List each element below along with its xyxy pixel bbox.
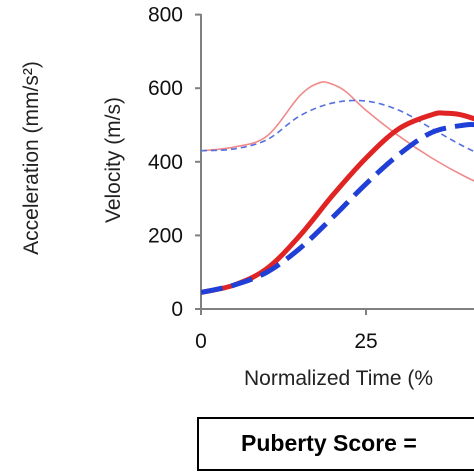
series-line-thick-red-solid	[201, 110, 474, 295]
puberty-score-label: Puberty Score =	[241, 430, 417, 456]
y-axis-ticks: 0 200 400 600 800	[148, 4, 201, 321]
x-axis-title: Normalized Time (%	[244, 367, 433, 390]
x-axis-ticks: 0255075	[195, 309, 378, 353]
puberty-score-box: Puberty Score =	[197, 417, 474, 471]
x-tick-label: 25	[354, 330, 377, 353]
x-tick-label: 0	[195, 330, 207, 353]
y-tick-label: 400	[148, 151, 183, 174]
series-group	[201, 81, 474, 295]
series-line-thin-red-solid	[201, 81, 474, 182]
y-tick-label: 0	[171, 298, 183, 321]
left-axis-title: Acceleration (mm/s²)	[20, 61, 43, 255]
y-tick-label: 200	[148, 224, 183, 247]
inner-axis-title: Velocity (m/s)	[102, 97, 125, 223]
y-tick-label: 600	[148, 77, 183, 100]
series-line-thin-blue-dashed	[201, 99, 474, 153]
y-tick-label: 800	[148, 4, 183, 27]
series-line-thick-blue-dashed	[201, 121, 474, 295]
